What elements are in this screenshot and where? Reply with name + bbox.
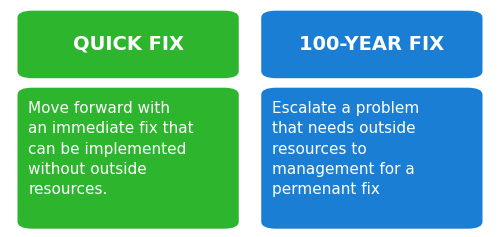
Text: Escalate a problem
that needs outside
resources to
management for a
permenant fi: Escalate a problem that needs outside re…	[272, 101, 420, 197]
Text: QUICK FIX: QUICK FIX	[72, 35, 184, 54]
Text: 100-YEAR FIX: 100-YEAR FIX	[300, 35, 444, 54]
FancyBboxPatch shape	[18, 88, 239, 229]
Text: Move forward with
an immediate fix that
can be implemented
without outside
resou: Move forward with an immediate fix that …	[28, 101, 194, 197]
FancyBboxPatch shape	[18, 11, 239, 78]
FancyBboxPatch shape	[261, 11, 482, 78]
FancyBboxPatch shape	[261, 88, 482, 229]
